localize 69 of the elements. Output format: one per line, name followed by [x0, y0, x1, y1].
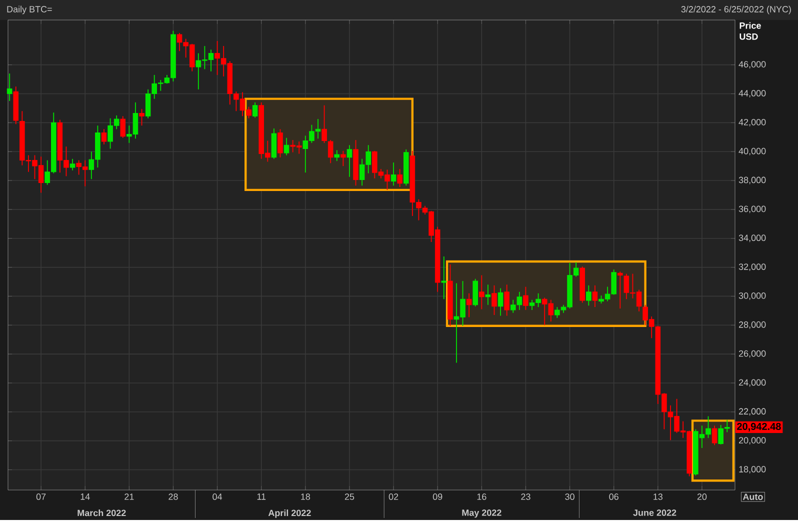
text: May 2022 [462, 509, 502, 518]
candlestick [139, 108, 144, 126]
candlestick [472, 278, 478, 307]
text: Auto [742, 494, 763, 500]
y-tick-label: 44,000 [738, 90, 766, 98]
x-tick-label: 21 [124, 493, 134, 500]
y-tick-label: 22,000 [738, 408, 766, 416]
y-tick-label: 28,000 [738, 321, 766, 329]
x-tick-label: 04 [212, 493, 222, 500]
x-tick-label: 23 [521, 493, 530, 500]
candlestick [485, 284, 491, 306]
y-tick-label: 26,000 [738, 350, 766, 358]
candlestick [284, 137, 290, 156]
candlestick [492, 284, 497, 316]
y-tick-label: 36,000 [738, 206, 766, 214]
text: 20,942.48 [737, 422, 781, 432]
y-tick-label: 46,000 [738, 60, 766, 68]
x-tick-label: 09 [432, 493, 442, 500]
candlestick [322, 104, 327, 144]
y-tick-label: 34,000 [738, 234, 766, 242]
candlestick [479, 274, 484, 310]
x-tick-label: 18 [301, 493, 310, 500]
x-tick-label: 02 [388, 493, 398, 500]
y-tick-label: 24,000 [738, 379, 766, 387]
candlestick [252, 102, 258, 118]
candlestick [498, 288, 504, 316]
candlestick [340, 150, 346, 166]
x-tick-label: 07 [36, 493, 46, 500]
text: June 2022 [633, 509, 676, 516]
x-tick-label: 13 [654, 493, 663, 500]
y-tick-label: 32,000 [738, 263, 766, 271]
candlestick [617, 271, 623, 309]
text: April 2022 [268, 509, 311, 518]
candlestick [592, 284, 598, 308]
candlestick [466, 292, 472, 318]
x-tick-label: 16 [477, 493, 486, 500]
x-tick-label: 06 [609, 493, 618, 500]
candlestick [390, 162, 396, 186]
y-tick-label: 38,000 [738, 176, 766, 184]
candlestick [504, 284, 510, 316]
candlestick [397, 168, 402, 188]
x-tick-label: 25 [344, 493, 354, 500]
y-tick-label: 18,000 [739, 466, 766, 474]
candlestick [586, 284, 592, 306]
chart-subtitle: 3/2/2022 - 6/25/2022 (NYC) [681, 6, 791, 14]
candlestick [271, 128, 277, 160]
candlestick [441, 256, 447, 300]
x-tick-label: 30 [565, 493, 574, 500]
candlestick [101, 128, 107, 145]
chart-title: Daily BTC= [7, 6, 52, 14]
x-tick-label: 14 [80, 493, 90, 500]
x-tick-label: 11 [257, 493, 266, 500]
x-tick-label: 20 [697, 493, 707, 500]
candlestick [6, 72, 12, 102]
candlestick [346, 144, 352, 178]
y-tick-label: 30,000 [738, 292, 766, 300]
y-axis-title: Price USD [740, 22, 761, 40]
x-tick-label: 28 [168, 493, 178, 500]
candlestick [278, 128, 283, 158]
candlestick [334, 150, 340, 162]
y-tick-label: 40,000 [738, 148, 766, 156]
candlestick [523, 286, 528, 310]
text: March 2022 [78, 509, 126, 516]
y-tick-label: 20,000 [738, 436, 766, 444]
y-tick-label: 42,000 [738, 118, 766, 126]
candlestick [120, 116, 126, 138]
candlestick [328, 139, 334, 164]
candlestick [70, 158, 76, 171]
candlestick [712, 425, 718, 446]
